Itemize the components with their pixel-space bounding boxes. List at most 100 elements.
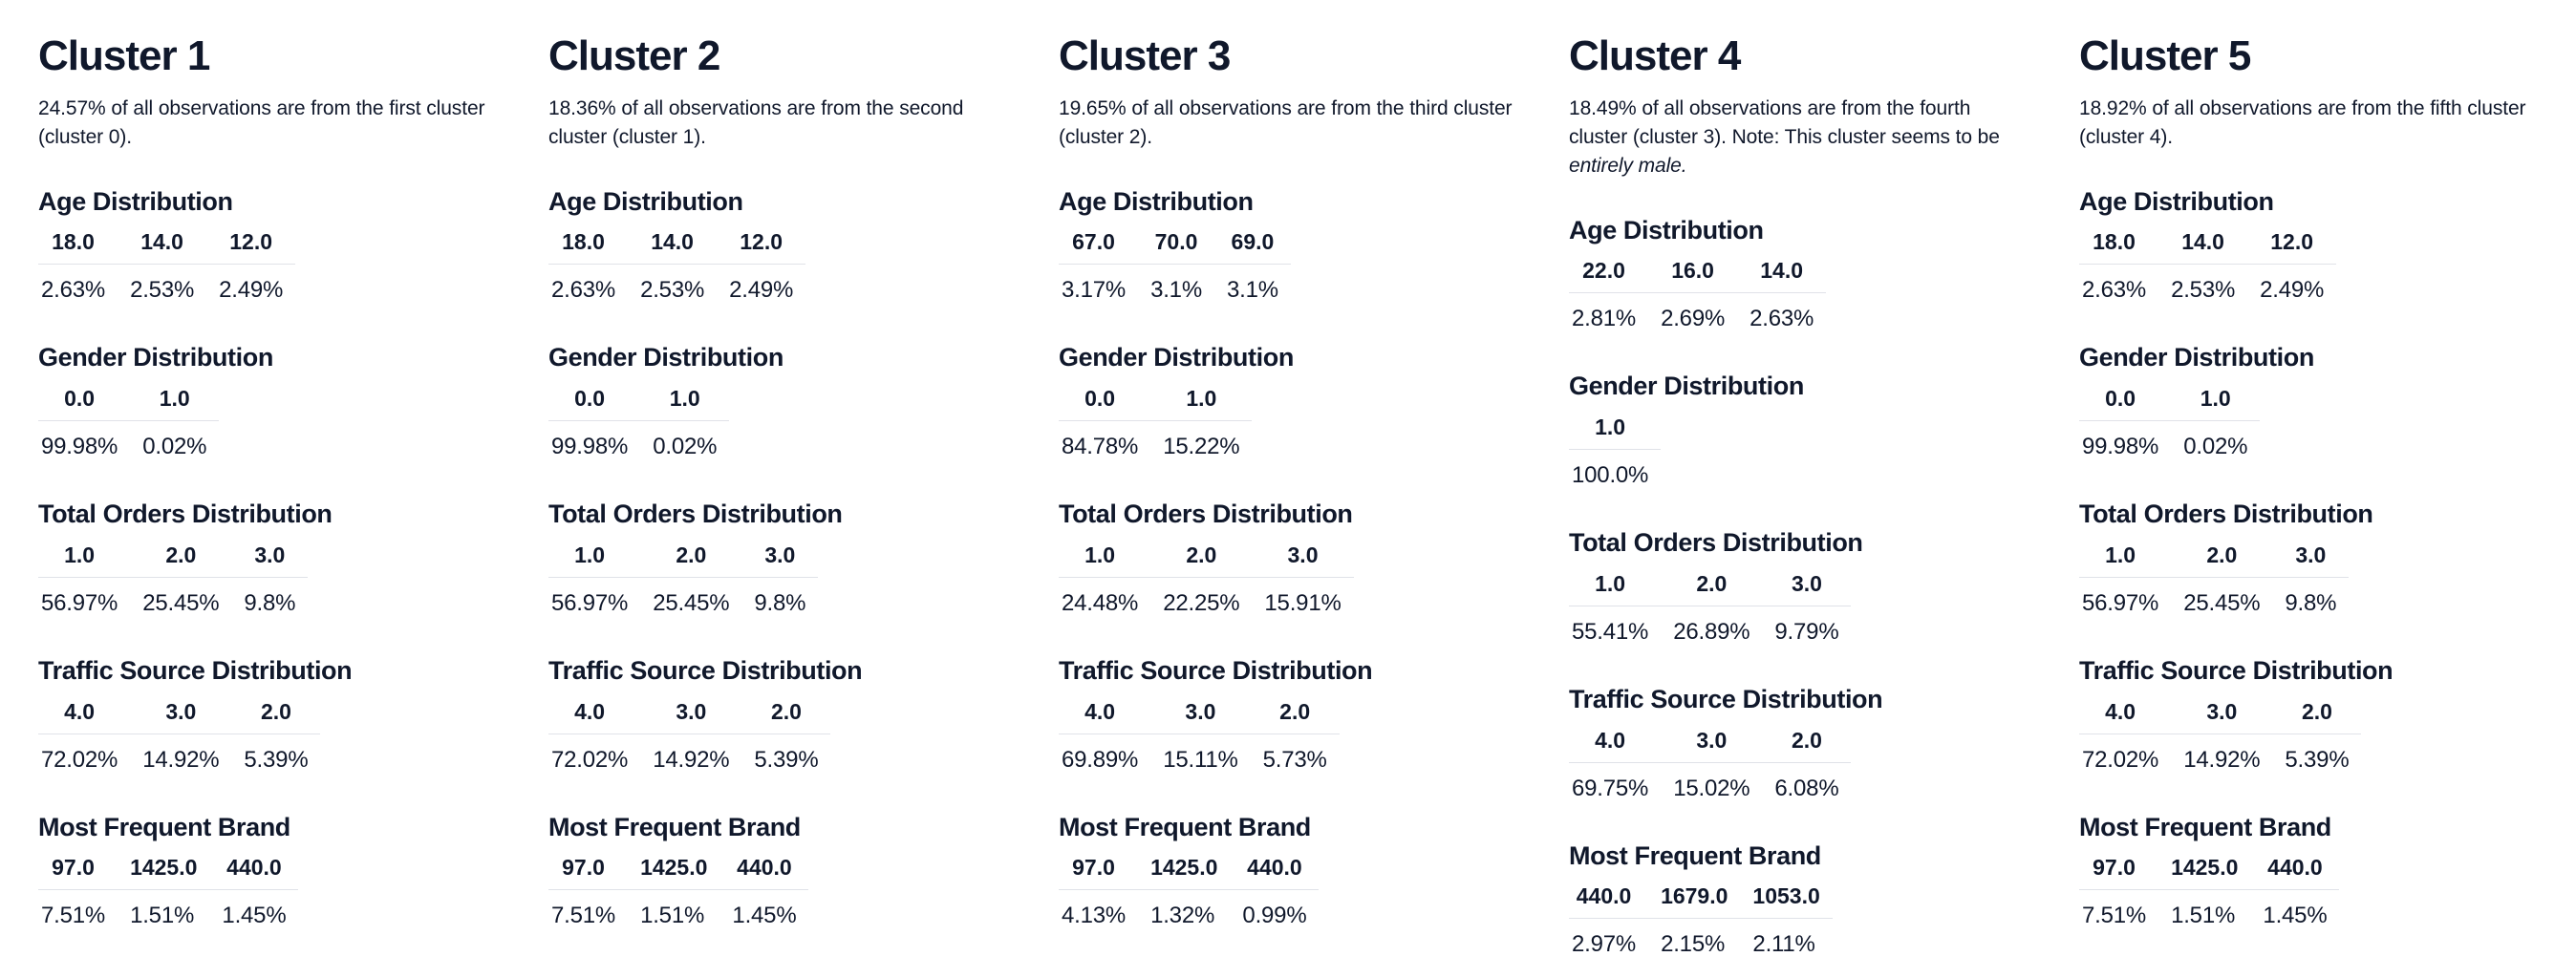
distribution-value-header: 1.0 bbox=[1595, 570, 1626, 596]
distribution-percentage: 99.98% bbox=[551, 434, 629, 460]
distribution-value-header: 2.0 bbox=[260, 698, 291, 724]
distribution-section: Total Orders Distribution 1.0 2.0 3.0 55.41%… bbox=[1569, 527, 2028, 649]
distribution-table: 18.0 14.0 12.0 2.63% 2.53% 2.49% bbox=[548, 220, 806, 308]
cluster-column: Cluster 3 19.65% of all observations are … bbox=[1059, 32, 1517, 933]
table-header-row: 0.0 1.0 bbox=[1059, 376, 1253, 421]
distribution-percentage: 72.02% bbox=[41, 746, 118, 773]
distribution-section: Traffic Source Distribution 4.0 3.0 2.0 72.0… bbox=[38, 655, 497, 777]
distribution-value-header: 4.0 bbox=[2105, 698, 2136, 724]
distribution-value-header: 12.0 bbox=[2270, 229, 2314, 255]
distribution-value-header: 440.0 bbox=[226, 855, 282, 881]
distribution-section: Gender Distribution 0.0 1.0 99.98% 0.02% bbox=[548, 342, 1007, 464]
distribution-percentage: 55.41% bbox=[1572, 618, 1649, 645]
distribution-title: Traffic Source Distribution bbox=[1059, 655, 1373, 685]
distribution-value-header: 440.0 bbox=[1247, 855, 1302, 881]
distribution-percentage: 2.53% bbox=[2171, 277, 2236, 304]
distribution-percentage: 9.8% bbox=[754, 589, 806, 616]
distribution-percentage: 2.15% bbox=[1661, 931, 1726, 958]
distribution-table: 1.0 2.0 3.0 56.97% 25.45% 9.8% bbox=[38, 533, 309, 621]
table-value-row: 2.63% 2.53% 2.49% bbox=[2079, 265, 2336, 308]
distribution-value-header: 14.0 bbox=[140, 229, 183, 255]
distribution-value-header: 4.0 bbox=[1595, 727, 1626, 753]
distribution-title: Age Distribution bbox=[548, 186, 743, 216]
distribution-value-header: 4.0 bbox=[1084, 698, 1116, 724]
distribution-value-header: 440.0 bbox=[1576, 883, 1632, 909]
distribution-table: 4.0 3.0 2.0 69.89% 15.11% 5.73% bbox=[1059, 690, 1340, 777]
cluster-title: Cluster 4 bbox=[1569, 32, 1741, 79]
distribution-percentage: 2.53% bbox=[640, 277, 705, 304]
table-value-row: 7.51% 1.51% 1.45% bbox=[2079, 890, 2339, 934]
distribution-percentage: 25.45% bbox=[653, 589, 730, 616]
table-header-row: 97.0 1425.0 440.0 bbox=[1059, 845, 1320, 890]
table-value-row: 2.63% 2.53% 2.49% bbox=[548, 265, 805, 308]
distribution-section: Age Distribution 18.0 14.0 12.0 2.63% 2.53% 2.… bbox=[548, 186, 1007, 308]
table-value-row: 2.81% 2.69% 2.63% bbox=[1569, 293, 1826, 337]
distribution-percentage: 1.32% bbox=[1150, 903, 1215, 929]
distribution-title: Total Orders Distribution bbox=[1059, 500, 1353, 529]
distribution-table: 97.0 1425.0 440.0 7.51% 1.51% 1.45% bbox=[38, 845, 299, 933]
table-header-row: 0.0 1.0 bbox=[38, 376, 220, 421]
distribution-value-header: 1679.0 bbox=[1661, 883, 1728, 909]
distribution-percentage: 56.97% bbox=[551, 589, 629, 616]
distribution-table: 0.0 1.0 99.98% 0.02% bbox=[38, 376, 220, 464]
table-value-row: 24.48% 22.25% 15.91% bbox=[1059, 577, 1354, 621]
distribution-percentage: 15.11% bbox=[1163, 746, 1238, 773]
distribution-percentage: 15.91% bbox=[1264, 589, 1342, 616]
distribution-percentage: 84.78% bbox=[1062, 434, 1139, 460]
distribution-table: 1.0 2.0 3.0 55.41% 26.89% 9.79% bbox=[1569, 562, 1852, 649]
distribution-table: 1.0 2.0 3.0 56.97% 25.45% 9.8% bbox=[2079, 533, 2350, 621]
distribution-section: Most Frequent Brand 440.0 1679.0 1053.0 2.97… bbox=[1569, 840, 2028, 963]
distribution-title: Age Distribution bbox=[38, 186, 233, 216]
distribution-value-header: 69.0 bbox=[1231, 229, 1275, 255]
distribution-percentage: 5.39% bbox=[2285, 746, 2350, 773]
distribution-section: Traffic Source Distribution 4.0 3.0 2.0 69.7… bbox=[1569, 684, 2028, 806]
distribution-section: Total Orders Distribution 1.0 2.0 3.0 56.97%… bbox=[548, 499, 1007, 621]
distribution-title: Traffic Source Distribution bbox=[1569, 684, 1883, 713]
cluster-title: Cluster 5 bbox=[2079, 32, 2251, 79]
distribution-percentage: 1.45% bbox=[732, 903, 797, 929]
cluster-description-text: 18.36% of all observations are from the … bbox=[548, 96, 964, 148]
distribution-section: Age Distribution 67.0 70.0 69.0 3.17% 3.1% 3.1… bbox=[1059, 186, 1517, 308]
distribution-title: Traffic Source Distribution bbox=[38, 655, 353, 685]
distribution-value-header: 1.0 bbox=[2200, 386, 2231, 412]
table-header-row: 1.0 2.0 3.0 bbox=[38, 533, 309, 578]
distribution-percentage: 2.97% bbox=[1572, 931, 1637, 958]
distribution-percentage: 14.92% bbox=[2183, 746, 2261, 773]
distribution-percentage: 24.48% bbox=[1062, 589, 1139, 616]
distribution-value-header: 97.0 bbox=[562, 855, 605, 881]
distribution-title: Most Frequent Brand bbox=[38, 812, 290, 841]
distribution-percentage: 7.51% bbox=[41, 903, 106, 929]
distribution-value-header: 2.0 bbox=[1279, 698, 1311, 724]
distribution-percentage: 9.8% bbox=[2285, 589, 2337, 616]
table-header-row: 97.0 1425.0 440.0 bbox=[38, 845, 299, 890]
table-header-row: 440.0 1679.0 1053.0 bbox=[1569, 874, 1833, 919]
distribution-section: Gender Distribution 1.0 100.0% bbox=[1569, 371, 2028, 493]
distribution-title: Most Frequent Brand bbox=[548, 812, 801, 841]
distribution-value-header: 1425.0 bbox=[2171, 855, 2239, 881]
distribution-percentage: 2.63% bbox=[551, 277, 616, 304]
distribution-percentage: 100.0% bbox=[1572, 462, 1649, 489]
distribution-percentage: 2.63% bbox=[2082, 277, 2147, 304]
distribution-value-header: 2.0 bbox=[770, 698, 802, 724]
table-value-row: 55.41% 26.89% 9.79% bbox=[1569, 606, 1851, 649]
distribution-value-header: 1.0 bbox=[1595, 415, 1626, 440]
distribution-value-header: 1.0 bbox=[64, 542, 96, 567]
table-header-row: 1.0 2.0 3.0 bbox=[1569, 562, 1852, 606]
distribution-percentage: 9.79% bbox=[1774, 618, 1839, 645]
distribution-percentage: 72.02% bbox=[551, 746, 629, 773]
distribution-percentage: 56.97% bbox=[2082, 589, 2159, 616]
cluster-description: 18.49% of all observations are from the … bbox=[1569, 95, 2028, 181]
cluster-description-text: 24.57% of all observations are from the … bbox=[38, 96, 485, 148]
distribution-value-header: 12.0 bbox=[740, 229, 784, 255]
table-value-row: 2.63% 2.53% 2.49% bbox=[38, 265, 295, 308]
cluster-columns: Cluster 1 24.57% of all observations are … bbox=[38, 32, 2538, 962]
distribution-value-header: 3.0 bbox=[1791, 570, 1822, 596]
table-header-row: 18.0 14.0 12.0 bbox=[38, 220, 296, 265]
distribution-value-header: 22.0 bbox=[1582, 258, 1625, 284]
distribution-title: Most Frequent Brand bbox=[2079, 812, 2331, 841]
distribution-value-header: 2.0 bbox=[1791, 727, 1822, 753]
distribution-percentage: 2.63% bbox=[1750, 306, 1814, 332]
distribution-value-header: 3.0 bbox=[254, 542, 286, 567]
distribution-percentage: 2.69% bbox=[1661, 306, 1726, 332]
distribution-percentage: 22.25% bbox=[1163, 589, 1240, 616]
